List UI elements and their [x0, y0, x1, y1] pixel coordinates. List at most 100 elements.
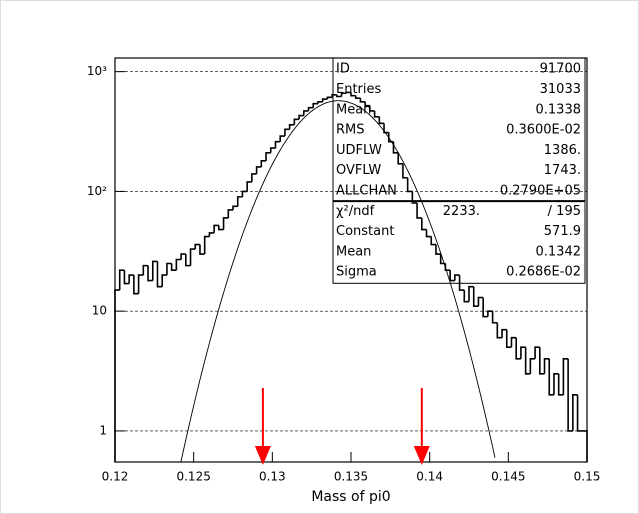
histogram-bin: [274, 140, 281, 149]
histogram-bin: [317, 101, 323, 104]
histogram-bin: [491, 311, 498, 324]
stats-label: χ²/ndf: [336, 204, 375, 219]
histogram-bin: [180, 253, 186, 260]
histogram-bin: [454, 274, 460, 281]
histogram-bin: [458, 275, 465, 291]
histogram-bin: [194, 243, 200, 250]
histogram-bin: [147, 265, 153, 282]
histogram-bin: [142, 264, 149, 276]
x-tick-label: 0.145: [491, 470, 525, 484]
marker-arrow-head: [413, 446, 430, 465]
histogram-bin: [213, 224, 219, 233]
histogram-bin: [255, 166, 262, 174]
y-tick-label: 1: [99, 423, 107, 437]
histogram-bin: [373, 110, 380, 118]
histogram-bin: [307, 106, 314, 111]
stats-label: RMS: [336, 123, 365, 138]
stats-value: 0.2790E+05: [500, 183, 581, 198]
histogram-bin: [269, 147, 276, 153]
histogram-bin: [487, 310, 493, 317]
stats-value: 1386.: [544, 143, 581, 158]
stats-value: 31033: [540, 82, 581, 97]
histogram-bin: [482, 297, 488, 318]
histogram-bin: [520, 346, 526, 359]
histogram-bin: [246, 181, 252, 192]
histogram-bin: [241, 190, 248, 197]
histogram-bin: [524, 347, 531, 375]
stats-label: Mean: [336, 244, 371, 259]
histogram-bin: [227, 209, 233, 218]
histogram-bin: [359, 98, 366, 103]
histogram-bin: [402, 163, 408, 179]
histogram-bin: [397, 152, 403, 165]
histogram-bin: [354, 95, 361, 100]
stats-value: 571.9: [544, 224, 581, 239]
histogram-bin: [562, 358, 569, 395]
histogram-bin: [232, 205, 238, 210]
histogram-bin: [236, 196, 243, 207]
histogram-bin: [369, 105, 375, 112]
histogram-bin: [510, 336, 517, 348]
histogram-bin: [298, 114, 304, 120]
stats-label: ID: [336, 62, 350, 77]
histogram-bin: [378, 116, 385, 125]
x-tick-label: 0.13: [259, 470, 286, 484]
histogram-bin: [265, 152, 271, 161]
histogram-bin: [156, 261, 163, 288]
x-tick-label: 0.125: [176, 470, 210, 484]
histogram-bin: [543, 358, 550, 374]
histogram-bin: [416, 203, 422, 219]
histogram-bin: [331, 94, 337, 98]
histogram-bin: [534, 346, 540, 359]
histogram-bin: [501, 328, 507, 338]
histogram-bin: [222, 217, 229, 230]
histogram-bin: [364, 101, 370, 107]
y-tick-label: 10³: [87, 64, 107, 78]
y-tick-label: 10: [92, 304, 107, 318]
histogram-bin: [251, 173, 257, 182]
histogram-bin: [293, 118, 300, 125]
histogram-bin: [496, 322, 503, 339]
histogram-bin: [123, 270, 130, 285]
stats-label: Mean: [336, 102, 371, 117]
histogram-bin: [557, 373, 564, 396]
histogram-bin: [218, 225, 224, 231]
histogram-bin: [312, 102, 318, 108]
histogram-bin: [345, 91, 351, 94]
stats-value: 1743.: [544, 163, 581, 178]
stats-value: 0.1338: [536, 102, 582, 117]
histogram-bin: [430, 236, 436, 246]
histogram-bin: [505, 329, 512, 349]
stats-box: [332, 57, 586, 284]
stats-value: 0.3600E-02: [506, 123, 581, 138]
marker-arrow-head: [254, 446, 271, 465]
histogram-bin: [166, 262, 172, 276]
fit-curve: [180, 100, 496, 462]
histogram-bin: [288, 123, 295, 130]
histogram-bin: [203, 235, 210, 255]
histogram-bin: [425, 229, 432, 238]
histogram-bin: [326, 96, 333, 100]
histogram-bin: [321, 98, 328, 102]
histogram-bin: [463, 290, 469, 303]
histogram-bin: [151, 260, 158, 281]
x-tick-label: 0.15: [574, 470, 601, 484]
stats-label: Entries: [336, 82, 382, 97]
x-tick-label: 0.12: [102, 470, 129, 484]
histogram-bin: [340, 92, 347, 97]
histogram-bin: [477, 296, 484, 307]
histogram-bin: [572, 394, 578, 431]
histogram-bin: [175, 258, 182, 271]
histogram-bin: [185, 254, 191, 267]
histogram-bin: [444, 263, 451, 271]
histogram-bin: [421, 217, 427, 231]
stats-label: OVFLW: [336, 163, 381, 178]
histogram-bin: [539, 347, 545, 375]
histogram-bin: [548, 358, 554, 396]
stats-value: 2233.: [443, 204, 480, 219]
stats-label: Constant: [336, 224, 394, 239]
histogram-bin: [515, 337, 521, 360]
x-axis-label: Mass of pi0: [311, 489, 390, 505]
stats-value: / 195: [548, 204, 581, 219]
